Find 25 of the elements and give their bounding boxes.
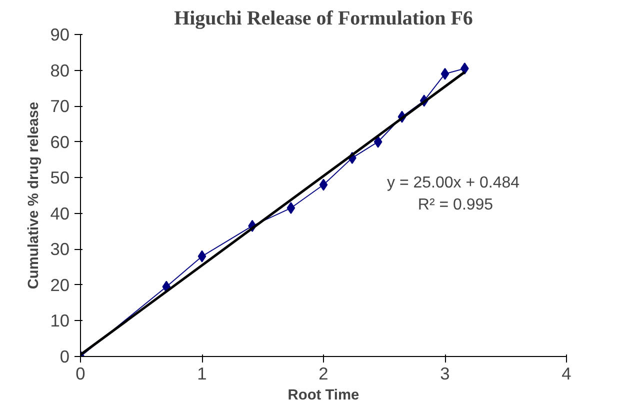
y-axis-title: Cumulative % drug release [26, 102, 42, 290]
y-tick-label: 50 [50, 168, 70, 188]
point [374, 136, 382, 148]
point [286, 202, 296, 214]
y-tick-label: 0 [60, 346, 70, 366]
y-tick-label: 90 [50, 24, 70, 44]
y-tick-label: 40 [50, 203, 70, 224]
point [319, 178, 328, 191]
y-tick-label: 70 [50, 96, 70, 116]
y-tick-label: 80 [50, 60, 70, 80]
point [440, 68, 450, 80]
y-tick-label: 30 [50, 239, 70, 260]
y-tick-label: 10 [50, 310, 70, 331]
annotation: y = 25.00x + 0.484 [387, 174, 520, 192]
x-tick-label: 3 [440, 364, 450, 384]
point [198, 250, 206, 262]
x-axis-title: Root Time [288, 388, 360, 404]
x-tick-label: 4 [562, 364, 572, 384]
y-tick-label: 60 [50, 132, 70, 152]
x-tick-label: 1 [197, 364, 207, 384]
x-tick-label: 0 [76, 364, 86, 384]
chart-title: Higuchi Release of Formulation F6 [174, 8, 473, 30]
y-tick-label: 20 [50, 274, 70, 295]
annotation: R² = 0.995 [418, 196, 494, 214]
x-tick-label: 2 [318, 364, 328, 384]
